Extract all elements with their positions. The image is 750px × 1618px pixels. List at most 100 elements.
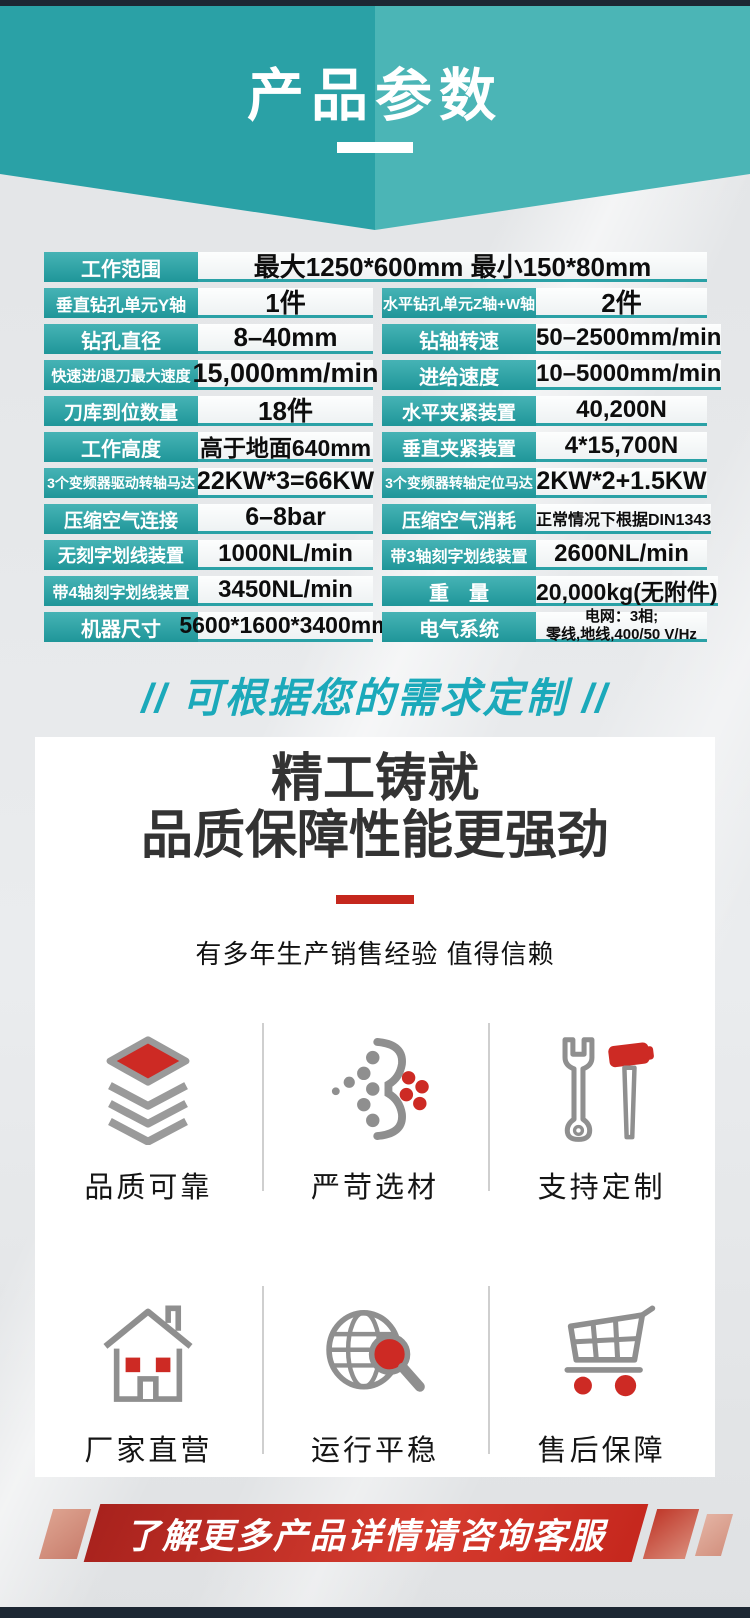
feature-label: 售后保障 [537, 1435, 666, 1468]
quality-layers-icon [106, 1036, 190, 1146]
page-title: 产品参数 [247, 64, 503, 128]
material-selection-icon [331, 1038, 429, 1141]
spec-label: 重 量 [382, 576, 536, 606]
spec-value: 电网：3相; 零线,地线,400/50 V/Hz [536, 608, 707, 643]
globe-search-icon [326, 1310, 425, 1393]
shopping-cart-icon [564, 1305, 655, 1397]
feature-grid: 品质可靠 [35, 1023, 715, 1469]
electrical-line-2: 零线,地线,400/50 V/Hz [546, 625, 697, 643]
spec-value: 2600NL/min [536, 540, 707, 570]
spec-value: 22KW*3=66KW [197, 467, 374, 498]
spec-value: 2KW*2+1.5KW [536, 467, 707, 498]
icon-box [262, 1028, 489, 1150]
card-title-line1: 精工铸就 [270, 750, 479, 808]
customization-slogan: // 可根据您的需求定制 // [141, 675, 609, 721]
spec-label: 钻轴转速 [382, 324, 536, 354]
table-row: 工作范围 最大1250*600mm 最小150*80mm [44, 252, 707, 282]
table-row: 无刻字划线装置 1000NL/min 带3轴刻字划线装置 2600NL/min [44, 540, 707, 570]
spec-label: 工作范围 [44, 252, 198, 282]
table-row: 3个变频器驱动转轴马达 22KW*3=66KW 3个变频器转轴定位马达 2KW*… [44, 467, 707, 498]
spec-value: 高于地面640mm [198, 432, 373, 462]
spec-label: 带4轴刻字划线装置 [44, 576, 198, 606]
spec-value: 15,000mm/min [192, 358, 379, 390]
spec-value: 1000NL/min [198, 540, 373, 570]
cta-area: 了解更多产品详情请咨询客服 [0, 1502, 750, 1564]
feature-material: 严苛选材 [261, 1023, 489, 1206]
banner-right-accent-1 [642, 1509, 700, 1559]
header-banner: 产品参数 [0, 6, 750, 230]
factory-house-icon [103, 1305, 193, 1403]
icon-box [35, 1028, 262, 1150]
table-row: 工作高度 高于地面640mm 垂直夹紧装置 4*15,700N [44, 432, 707, 462]
spec-label: 3个变频器驱动转轴马达 [44, 468, 198, 498]
spec-label: 快速进/退刀最大速度 [44, 360, 198, 390]
spec-value: 6–8bar [198, 503, 373, 534]
spec-label: 工作高度 [44, 432, 198, 462]
table-row: 带4轴刻字划线装置 3450NL/min 重 量 20,000kg(无附件) [44, 576, 718, 606]
spec-value: 40,200N [536, 396, 707, 426]
spec-label: 3个变频器转轴定位马达 [382, 468, 536, 498]
feature-quality: 品质可靠 [35, 1023, 262, 1206]
spec-label: 钻孔直径 [44, 324, 198, 354]
spec-label: 压缩空气消耗 [382, 504, 536, 534]
customization-tools-icon [562, 1037, 654, 1143]
feature-aftersales: 售后保障 [488, 1286, 715, 1469]
cta-banner-text: 了解更多产品详情请咨询客服 [125, 1516, 607, 1556]
spec-value: 3450NL/min [198, 576, 373, 606]
spec-value: 8–40mm [198, 322, 373, 354]
spec-value: 18件 [198, 396, 373, 426]
table-row: 刀库到位数量 18件 水平夹紧装置 40,200N [44, 396, 707, 426]
spec-value: 最大1250*600mm 最小150*80mm [198, 252, 707, 282]
feature-label: 支持定制 [537, 1172, 666, 1205]
spec-value: 2件 [536, 288, 707, 318]
spec-label: 垂直夹紧装置 [382, 432, 536, 462]
table-row: 压缩空气连接 6–8bar 压缩空气消耗 正常情况下根据DIN1343 [44, 503, 712, 534]
spec-value: 10–5000mm/min [536, 360, 722, 390]
spec-label: 机器尺寸 [44, 612, 198, 642]
card-title-line2: 品质保障性能更强劲 [140, 807, 609, 866]
spec-value: 50–2500mm/min [536, 324, 722, 354]
feature-operation: 运行平稳 [261, 1286, 489, 1469]
icon-box [35, 1291, 262, 1413]
cta-banner[interactable]: 了解更多产品详情请咨询客服 [83, 1504, 649, 1562]
feature-label: 严苛选材 [310, 1172, 439, 1205]
spec-value: 4*15,700N [536, 432, 707, 462]
spec-label: 带3轴刻字划线装置 [382, 540, 536, 570]
icon-box [488, 1291, 715, 1413]
table-row: 垂直钻孔单元Y轴 1件 水平钻孔单元Z轴+W轴 2件 [44, 288, 707, 318]
spec-label: 进给速度 [382, 360, 536, 390]
bottom-divider-bar [0, 1607, 750, 1618]
feature-factory: 厂家直营 [35, 1286, 262, 1469]
red-divider-dash [336, 895, 414, 905]
feature-customization: 支持定制 [488, 1023, 715, 1206]
card-subtitle: 有多年生产销售经验 值得信赖 [195, 939, 555, 970]
title-underline-dash [337, 142, 413, 153]
top-divider-bar [0, 0, 750, 6]
spec-table: 工作范围 最大1250*600mm 最小150*80mm 垂直钻孔单元Y轴 1件… [44, 252, 722, 648]
icon-box [488, 1028, 715, 1150]
feature-label: 运行平稳 [310, 1435, 439, 1468]
spec-label: 电气系统 [382, 612, 536, 642]
feature-label: 品质可靠 [84, 1172, 213, 1205]
spec-label: 刀库到位数量 [44, 396, 198, 426]
feature-label: 厂家直营 [84, 1435, 213, 1468]
table-row: 快速进/退刀最大速度 15,000mm/min 进给速度 10–5000mm/m… [44, 358, 722, 390]
electrical-line-1: 电网：3相; [584, 608, 659, 626]
spec-label: 垂直钻孔单元Y轴 [44, 288, 198, 318]
table-row: 钻孔直径 8–40mm 钻轴转速 50–2500mm/min [44, 322, 722, 354]
spec-value: 1件 [198, 288, 373, 318]
spec-label: 无刻字划线装置 [44, 540, 198, 570]
card-title: 精工铸就 品质保障性能更强劲 [35, 750, 715, 866]
table-row: 机器尺寸 5600*1600*3400mm 电气系统 电网：3相; 零线,地线,… [44, 608, 707, 643]
spec-label: 水平夹紧装置 [382, 396, 536, 426]
spec-value: 5600*1600*3400mm [179, 612, 392, 642]
spec-value: 20,000kg(无附件) [536, 576, 718, 606]
spec-label: 压缩空气连接 [44, 504, 198, 534]
banner-left-accent [38, 1509, 92, 1559]
spec-value: 正常情况下根据DIN1343 [536, 504, 712, 534]
spec-label: 水平钻孔单元Z轴+W轴 [382, 288, 536, 318]
quality-card: 精工铸就 品质保障性能更强劲 有多年生产销售经验 值得信赖 品质可靠 [35, 737, 715, 1477]
banner-right-accent-2 [694, 1514, 734, 1556]
icon-box [262, 1291, 489, 1413]
